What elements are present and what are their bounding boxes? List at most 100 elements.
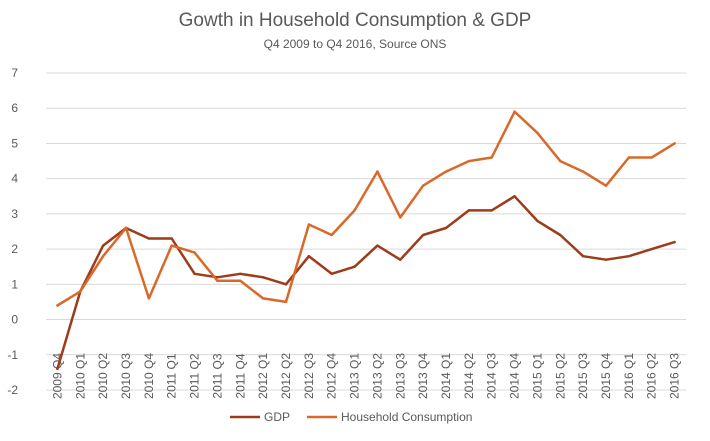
x-tick-label: 2016 Q3 — [668, 353, 682, 399]
data-point — [604, 258, 608, 261]
data-point — [490, 156, 493, 159]
data-point — [604, 184, 608, 187]
data-point — [216, 279, 219, 283]
x-tick-label: 2012 Q2 — [279, 353, 293, 399]
x-tick-label: 2010 Q4 — [142, 353, 156, 399]
data-point — [467, 159, 471, 163]
data-point — [79, 290, 82, 293]
data-point — [559, 233, 562, 237]
x-tick-label: 2015 Q1 — [530, 353, 544, 399]
data-point — [581, 254, 585, 258]
series-line-household-consumption — [56, 110, 676, 307]
data-point — [421, 184, 425, 187]
data-point — [444, 170, 448, 173]
chart-subtitle: Q4 2009 to Q4 2016, Source ONS — [263, 37, 447, 51]
data-point — [421, 233, 425, 237]
data-point — [239, 272, 242, 275]
x-tick-label: 2011 Q3 — [210, 353, 224, 398]
data-point — [467, 209, 471, 212]
x-tick-label: 2012 Q4 — [325, 353, 339, 399]
data-point — [124, 226, 128, 230]
y-tick-label: 0 — [11, 313, 18, 327]
data-point — [307, 223, 311, 226]
data-point — [170, 237, 173, 240]
x-tick-label: 2011 Q1 — [165, 353, 179, 398]
x-tick-label: 2011 Q2 — [188, 353, 202, 398]
data-point — [330, 272, 333, 275]
x-tick-label: 2015 Q4 — [599, 353, 613, 399]
gridlines — [46, 72, 686, 391]
x-tick-label: 2016 Q2 — [645, 353, 659, 399]
data-point — [581, 170, 585, 173]
x-tick-label: 2010 Q2 — [96, 353, 110, 399]
y-tick-label: -2 — [7, 383, 18, 397]
data-point — [56, 304, 59, 307]
data-point — [536, 219, 539, 223]
y-tick-label: 6 — [11, 101, 18, 115]
y-tick-label: 7 — [11, 66, 18, 80]
x-tick-label: 2013 Q3 — [393, 353, 407, 399]
x-tick-label: 2012 Q3 — [302, 353, 316, 399]
data-point — [261, 276, 265, 279]
x-tick-label: 2013 Q4 — [416, 353, 430, 399]
data-point — [673, 240, 676, 244]
y-tick-label: 4 — [11, 172, 18, 186]
data-point — [330, 233, 333, 237]
x-tick-label: 2011 Q4 — [233, 353, 247, 398]
x-tick-label: 2015 Q3 — [576, 353, 590, 399]
y-tick-label: 3 — [11, 207, 18, 221]
data-point — [193, 272, 196, 275]
x-tick-label: 2014 Q4 — [508, 353, 522, 399]
y-tick-label: 5 — [11, 136, 18, 150]
data-point — [376, 170, 379, 173]
x-tick-label: 2014 Q1 — [439, 353, 453, 399]
x-tick-label: 2010 Q3 — [119, 353, 133, 399]
data-point — [216, 276, 219, 279]
x-axis-ticks: 2009 Q4 2010 Q1 2010 Q2 2010 Q3 2010 Q4 2011 … — [50, 353, 681, 399]
data-point — [673, 142, 676, 145]
data-point — [101, 254, 105, 258]
data-point — [170, 244, 173, 247]
data-point — [353, 265, 356, 268]
data-point — [627, 254, 631, 258]
x-tick-label: 2012 Q1 — [256, 353, 270, 399]
legend-label: GDP — [264, 410, 290, 424]
data-point — [513, 195, 516, 198]
x-tick-label: 2014 Q3 — [485, 353, 499, 399]
x-tick-label: 2009 Q4 — [50, 353, 64, 399]
y-tick-label: 2 — [11, 242, 18, 256]
y-tick-label: -1 — [7, 348, 18, 362]
data-point — [490, 209, 493, 212]
x-tick-label: 2013 Q2 — [370, 353, 384, 399]
x-tick-label: 2010 Q1 — [73, 353, 87, 399]
data-point — [650, 247, 653, 251]
legend-label: Household Consumption — [341, 410, 472, 424]
data-point — [536, 131, 539, 135]
data-point — [147, 297, 151, 300]
data-point — [650, 156, 653, 159]
data-point — [399, 258, 402, 261]
data-point — [101, 244, 105, 247]
legend: GDP Household Consumption — [230, 410, 472, 424]
data-point — [307, 254, 311, 258]
data-point — [513, 110, 516, 113]
data-point — [399, 216, 402, 219]
data-point — [147, 237, 151, 240]
series-lines — [56, 110, 676, 371]
series-line-gdp — [56, 195, 676, 371]
data-point — [56, 367, 59, 371]
data-point — [193, 251, 196, 254]
x-tick-label: 2014 Q2 — [462, 353, 476, 399]
y-axis-ticks: -2 -1 0 1 2 3 4 5 6 7 — [7, 66, 18, 397]
data-point — [284, 300, 288, 304]
data-point — [627, 156, 631, 159]
data-point — [444, 226, 448, 230]
chart-title: Gowth in Household Consumption & GDP — [178, 10, 532, 31]
data-point — [284, 283, 288, 286]
data-point — [376, 244, 379, 247]
x-tick-label: 2013 Q1 — [348, 353, 362, 399]
y-tick-label: 1 — [11, 277, 18, 291]
data-point — [261, 297, 265, 300]
